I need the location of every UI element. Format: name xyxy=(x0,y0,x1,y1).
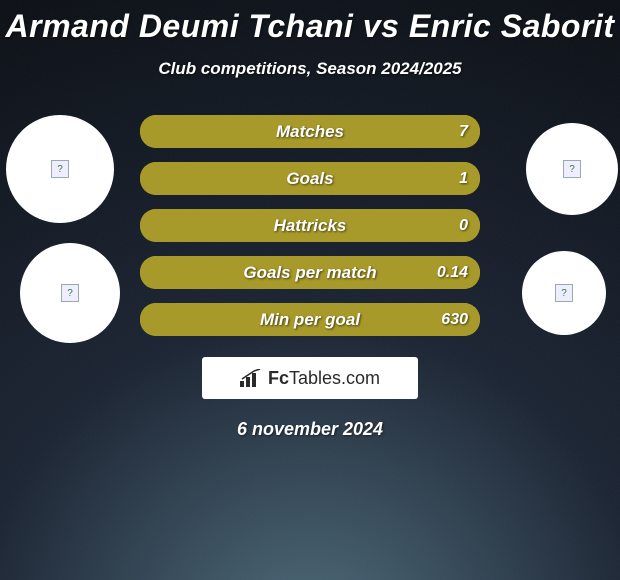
placeholder-image-icon: ? xyxy=(61,284,79,302)
placeholder-image-icon: ? xyxy=(51,160,69,178)
subtitle: Club competitions, Season 2024/2025 xyxy=(0,59,620,79)
placeholder-image-icon: ? xyxy=(563,160,581,178)
stats-area: ? ? ? ? Matches 7 Goals 1 Hattricks 0 Goals pe… xyxy=(0,115,620,355)
bar-value-right: 1 xyxy=(459,170,468,188)
stat-bar: Min per goal 630 xyxy=(140,303,480,336)
stat-bar: Matches 7 xyxy=(140,115,480,148)
bar-label: Hattricks xyxy=(274,216,347,236)
avatar-player2-bottom: ? xyxy=(522,251,606,335)
logo-text: FcTables.com xyxy=(268,368,380,389)
logo-box: FcTables.com xyxy=(202,357,418,399)
bar-label: Matches xyxy=(276,122,344,142)
placeholder-image-icon: ? xyxy=(555,284,573,302)
stat-bar: Hattricks 0 xyxy=(140,209,480,242)
avatar-player1-top: ? xyxy=(6,115,114,223)
avatar-player1-bottom: ? xyxy=(20,243,120,343)
bar-value-right: 7 xyxy=(459,123,468,141)
bar-value-right: 0.14 xyxy=(437,264,468,282)
stat-bar: Goals 1 xyxy=(140,162,480,195)
bar-label: Goals xyxy=(286,169,333,189)
logo-suffix: Tables.com xyxy=(289,368,380,388)
bar-value-right: 630 xyxy=(441,311,468,329)
stat-bar: Goals per match 0.14 xyxy=(140,256,480,289)
bar-value-right: 0 xyxy=(459,217,468,235)
date-text: 6 november 2024 xyxy=(0,419,620,440)
avatar-player2-top: ? xyxy=(526,123,618,215)
bar-label: Min per goal xyxy=(260,310,360,330)
stat-bars: Matches 7 Goals 1 Hattricks 0 Goals per match 0… xyxy=(140,115,480,336)
page-title: Armand Deumi Tchani vs Enric Saborit xyxy=(0,0,620,45)
chart-bars-icon xyxy=(240,369,262,387)
bar-label: Goals per match xyxy=(243,263,376,283)
logo-prefix: Fc xyxy=(268,368,289,388)
